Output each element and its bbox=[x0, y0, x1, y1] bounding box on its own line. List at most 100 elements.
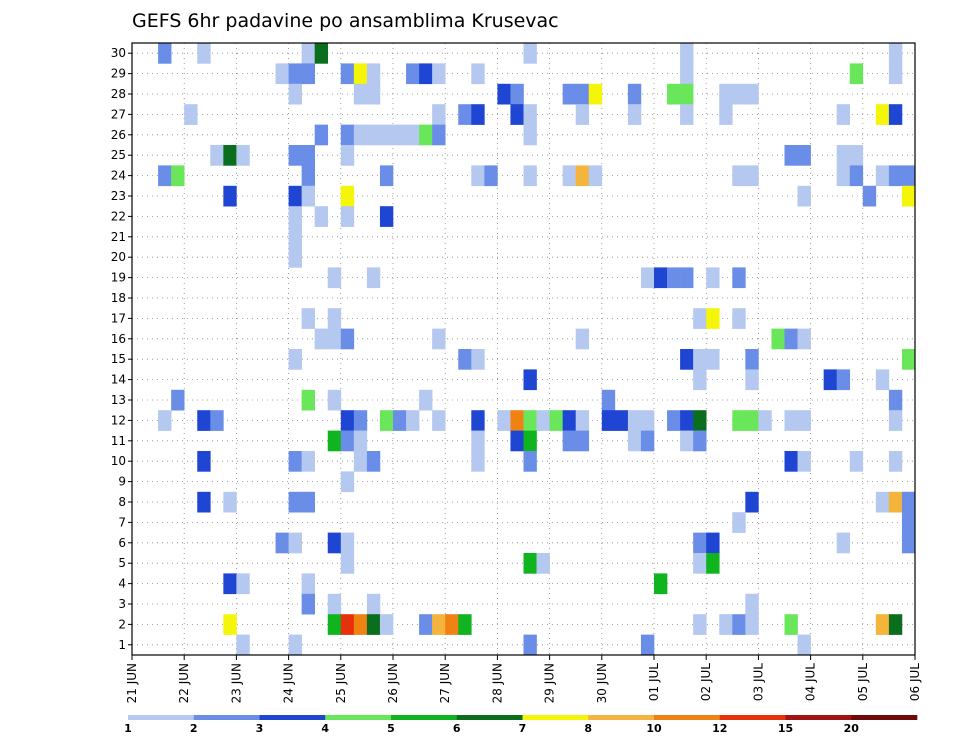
heatmap-cells bbox=[158, 43, 916, 656]
precip-cell bbox=[562, 430, 576, 452]
precip-cell bbox=[836, 104, 851, 125]
precip-cell bbox=[745, 410, 759, 431]
y-tick-label: 29 bbox=[111, 67, 126, 81]
precip-cell bbox=[419, 389, 433, 411]
x-tick-label: 30 JUN bbox=[595, 663, 609, 703]
precip-cell bbox=[340, 206, 355, 227]
x-tick-label: 28 JUN bbox=[490, 663, 504, 703]
precip-cell bbox=[223, 573, 237, 595]
x-tick-label: 06 JUL bbox=[908, 663, 922, 701]
y-tick-label: 10 bbox=[111, 454, 126, 468]
precip-cell bbox=[288, 491, 302, 513]
x-axis-ticks: 21 JUN 22 JUN 23 JUN 24 JUN 25 JUN 26 JUN 27 J… bbox=[125, 655, 922, 703]
precip-cell bbox=[327, 593, 342, 615]
precip-cell bbox=[680, 349, 694, 370]
precip-cell bbox=[353, 430, 368, 452]
precip-cell bbox=[693, 349, 707, 370]
precip-cell bbox=[823, 369, 837, 391]
precip-cell bbox=[340, 553, 355, 574]
precip-cell bbox=[432, 104, 446, 125]
precip-cell bbox=[327, 328, 342, 350]
precip-cell bbox=[523, 430, 537, 452]
precip-cell bbox=[745, 369, 759, 391]
precip-cell bbox=[314, 124, 329, 146]
y-tick-label: 3 bbox=[118, 597, 126, 611]
precip-cell bbox=[353, 63, 368, 85]
precip-cell bbox=[523, 104, 537, 125]
precip-cell bbox=[680, 410, 694, 431]
precip-cell bbox=[471, 165, 485, 187]
y-tick-label: 13 bbox=[111, 393, 126, 407]
precip-cell bbox=[601, 410, 616, 431]
x-tick-label: 04 JUL bbox=[804, 663, 818, 701]
precip-cell bbox=[732, 165, 746, 187]
colorbar-label: 20 bbox=[844, 722, 860, 735]
precip-cell bbox=[301, 63, 315, 85]
y-tick-label: 16 bbox=[111, 332, 126, 346]
precip-cell bbox=[497, 410, 511, 431]
precip-cell bbox=[301, 145, 315, 166]
precip-cell bbox=[562, 410, 576, 431]
precip-cell bbox=[706, 553, 720, 574]
precip-cell bbox=[458, 104, 472, 125]
precip-cell bbox=[301, 451, 315, 472]
precip-cell bbox=[901, 349, 916, 370]
precip-cell bbox=[732, 512, 746, 533]
precip-cell bbox=[301, 491, 315, 513]
x-tick-label: 23 JUN bbox=[229, 663, 243, 703]
precip-cell bbox=[680, 267, 694, 289]
precip-cell bbox=[301, 593, 315, 615]
precip-cell bbox=[223, 614, 237, 635]
precip-cell bbox=[432, 124, 446, 146]
precip-cell bbox=[693, 430, 707, 452]
precip-cell bbox=[510, 430, 524, 452]
precip-cell bbox=[627, 83, 642, 105]
precip-cell bbox=[901, 165, 916, 187]
precip-cell bbox=[562, 83, 576, 105]
precip-cell bbox=[510, 104, 524, 125]
precip-cell bbox=[301, 389, 315, 411]
precip-cell bbox=[288, 451, 302, 472]
precip-cell bbox=[719, 83, 733, 105]
y-tick-label: 5 bbox=[118, 556, 126, 570]
y-tick-label: 26 bbox=[111, 128, 126, 142]
precip-cell bbox=[471, 451, 485, 472]
precip-cell bbox=[301, 308, 315, 329]
precip-cell bbox=[732, 308, 746, 329]
colorbar-label: 6 bbox=[453, 722, 461, 735]
precip-cell bbox=[575, 328, 590, 350]
precip-cell bbox=[288, 145, 302, 166]
y-tick-label: 12 bbox=[111, 413, 126, 427]
precip-cell bbox=[888, 43, 903, 64]
precip-cell bbox=[406, 410, 420, 431]
y-tick-label: 25 bbox=[111, 148, 126, 162]
precip-cell bbox=[184, 104, 198, 125]
precip-cell bbox=[158, 43, 172, 64]
precip-cell bbox=[458, 614, 472, 635]
precip-cell bbox=[627, 410, 642, 431]
precip-cell bbox=[406, 63, 420, 85]
precip-cell bbox=[745, 491, 759, 513]
y-tick-label: 6 bbox=[118, 536, 126, 550]
precip-cell bbox=[875, 104, 890, 125]
precip-cell bbox=[745, 614, 759, 635]
precip-cell bbox=[419, 124, 433, 146]
precip-cell bbox=[366, 267, 381, 289]
precip-cell bbox=[667, 267, 681, 289]
precip-cell bbox=[797, 410, 811, 431]
precip-cell bbox=[340, 410, 355, 431]
precip-cell bbox=[693, 410, 707, 431]
precip-cell bbox=[888, 165, 903, 187]
precip-cell bbox=[575, 430, 590, 452]
precip-cell bbox=[849, 145, 864, 166]
chart-title: GEFS 6hr padavine po ansamblima Krusevac bbox=[132, 10, 559, 32]
precip-cell bbox=[327, 308, 342, 329]
precip-cell bbox=[784, 328, 798, 350]
precip-cell bbox=[275, 63, 289, 85]
precip-cell bbox=[667, 410, 681, 431]
precip-cell bbox=[901, 532, 916, 554]
precip-cell bbox=[523, 410, 537, 431]
precip-cell bbox=[314, 206, 329, 227]
x-tick-label: 24 JUN bbox=[282, 663, 296, 703]
y-tick-label: 15 bbox=[111, 352, 126, 366]
